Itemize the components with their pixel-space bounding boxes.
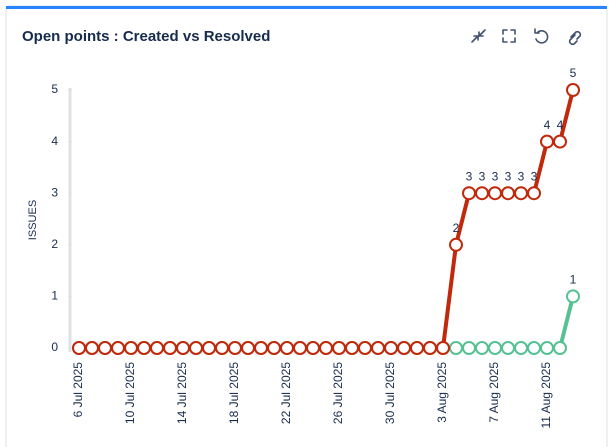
point — [449, 341, 463, 355]
point — [540, 341, 554, 355]
x-tick-label: 14 Jul 2025 — [175, 362, 189, 424]
point — [137, 341, 151, 355]
minimize-icon[interactable] — [471, 29, 486, 43]
link-icon[interactable] — [568, 30, 582, 46]
point — [488, 341, 502, 355]
point — [267, 341, 281, 355]
point — [85, 341, 99, 355]
point — [241, 341, 255, 355]
chart-title: Open points : Created vs Resolved — [22, 28, 270, 45]
point — [176, 341, 190, 355]
point — [501, 186, 515, 201]
point — [527, 341, 541, 355]
point — [319, 341, 333, 355]
point — [566, 289, 580, 304]
card-accent — [6, 6, 607, 9]
point — [553, 341, 567, 355]
point — [514, 186, 528, 201]
point — [332, 341, 346, 355]
data-label: 4 — [557, 118, 564, 132]
data-label: 5 — [570, 66, 577, 80]
point — [566, 83, 580, 97]
y-tick-label: 0 — [51, 340, 58, 354]
y-tick-label: 5 — [51, 82, 58, 96]
point — [189, 341, 203, 355]
x-tick-label: 7 Aug 2025 — [487, 362, 501, 423]
x-tick-label: 26 Jul 2025 — [331, 362, 345, 424]
point — [371, 341, 385, 355]
data-label: 2 — [453, 221, 460, 235]
y-axis-label: ISSUES — [27, 200, 39, 240]
point — [540, 134, 554, 149]
x-tick-label: 18 Jul 2025 — [227, 362, 241, 424]
point — [280, 341, 294, 355]
x-tick-label: 30 Jul 2025 — [383, 362, 397, 424]
point — [384, 341, 398, 355]
point — [345, 341, 359, 355]
point — [150, 341, 164, 355]
point — [111, 341, 125, 355]
point — [527, 186, 541, 201]
card — [5, 5, 608, 447]
x-tick-label: 3 Aug 2025 — [435, 362, 449, 423]
point — [514, 341, 528, 355]
point — [72, 341, 86, 355]
point — [202, 341, 216, 355]
point — [423, 341, 437, 355]
x-tick-label: 22 Jul 2025 — [279, 362, 293, 424]
point — [501, 341, 515, 355]
point — [98, 341, 112, 355]
refresh-icon[interactable] — [534, 28, 549, 44]
data-label: 3 — [505, 169, 512, 183]
point — [293, 341, 307, 355]
point — [553, 134, 567, 149]
data-label: 4 — [544, 118, 551, 132]
point — [462, 186, 476, 201]
x-tick-label: 10 Jul 2025 — [123, 362, 137, 424]
point — [397, 341, 411, 355]
point — [358, 341, 372, 355]
y-tick-label: 1 — [51, 289, 58, 303]
data-label: 3 — [492, 169, 499, 183]
data-label: 3 — [531, 169, 538, 183]
point — [410, 341, 424, 355]
point — [163, 341, 177, 355]
y-tick-label: 2 — [51, 237, 58, 251]
point — [124, 341, 138, 355]
data-label: 1 — [570, 273, 577, 287]
point — [254, 341, 268, 355]
point — [215, 341, 229, 355]
point — [462, 341, 476, 355]
data-label: 3 — [466, 169, 473, 183]
y-tick-label: 4 — [51, 134, 58, 148]
point — [449, 237, 463, 252]
point — [475, 341, 489, 355]
fullscreen-icon[interactable] — [502, 29, 516, 43]
x-tick-label: 6 Jul 2025 — [71, 362, 85, 418]
point — [475, 186, 489, 201]
y-tick-label: 3 — [51, 185, 58, 199]
x-tick-label: 11 Aug 2025 — [539, 362, 553, 429]
point — [436, 341, 450, 355]
point — [488, 186, 502, 201]
point — [306, 341, 320, 355]
data-label: 3 — [518, 169, 525, 183]
point — [228, 341, 242, 355]
data-label: 3 — [479, 169, 486, 183]
